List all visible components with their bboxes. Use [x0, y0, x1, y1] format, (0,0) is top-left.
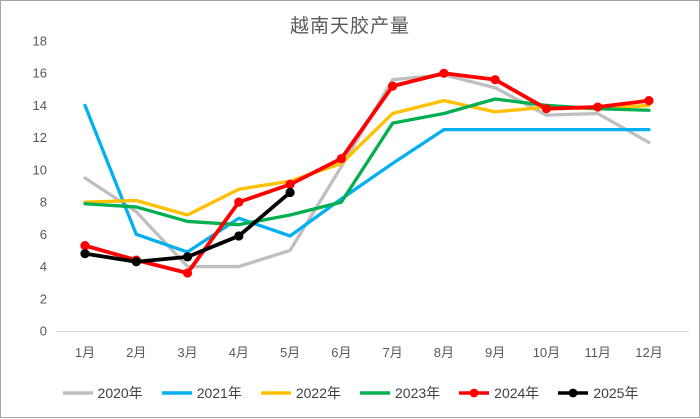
legend-swatch-icon	[558, 388, 589, 398]
series-marker-2025年	[80, 249, 90, 259]
x-axis-tick-label: 11月	[584, 345, 611, 360]
series-marker-2025年	[234, 231, 244, 241]
legend-item-2023年: 2023年	[359, 383, 440, 403]
x-axis-tick-label: 10月	[533, 345, 560, 360]
series-marker-2024年	[182, 268, 193, 278]
legend-item-2020年: 2020年	[62, 383, 143, 403]
legend-marker-dot	[469, 388, 479, 398]
series-marker-2024年	[388, 81, 398, 91]
legend-item-2025年: 2025年	[557, 383, 638, 403]
series-layer	[80, 68, 654, 278]
legend-swatch-icon	[161, 391, 192, 395]
chart-legend: 2020年 2021年 2022年 2023年 2024年 2025年	[1, 383, 699, 403]
series-marker-2025年	[182, 252, 193, 262]
legend-swatch-icon	[260, 391, 291, 395]
x-axis-tick-label: 7月	[383, 345, 403, 360]
x-axis-tick-label: 6月	[331, 345, 351, 360]
legend-swatch-icon	[62, 391, 93, 395]
legend-item-2021年: 2021年	[161, 383, 242, 403]
y-axis-tick-label: 8	[40, 195, 47, 210]
x-axis-tick-label: 9月	[485, 345, 505, 360]
series-line-2022年	[83, 98, 651, 217]
legend-swatch-icon	[360, 391, 390, 395]
legend-label: 2024年	[494, 385, 540, 401]
series-line-2023年	[83, 97, 651, 227]
legend-marker-dot	[568, 388, 578, 398]
x-axis-tick-label: 8月	[434, 345, 454, 360]
y-axis-tick-label: 12	[33, 130, 47, 145]
series-line-2020年	[83, 73, 651, 269]
legend-label: 2021年	[196, 385, 242, 401]
legend-label: 2022年	[295, 385, 341, 401]
series-marker-2024年	[234, 197, 244, 207]
series-line-2024年	[83, 71, 651, 275]
legend-label: 2025年	[593, 385, 639, 401]
series-marker-2024年	[336, 154, 346, 164]
y-axis-tick-label: 0	[40, 324, 47, 339]
series-marker-2024年	[285, 179, 295, 189]
legend-swatch-icon	[459, 388, 490, 398]
y-axis-tick-label: 4	[40, 259, 47, 274]
x-axis-tick-label: 5月	[280, 345, 300, 360]
series-marker-2024年	[439, 68, 449, 78]
series-marker-2024年	[80, 241, 90, 251]
x-axis-tick-label: 12月	[635, 345, 662, 360]
y-axis-tick-label: 16	[33, 66, 47, 81]
legend-label: 2020年	[97, 385, 143, 401]
series-marker-2025年	[285, 187, 295, 198]
series-marker-2024年	[593, 102, 603, 112]
x-axis-tick-label: 4月	[229, 345, 249, 360]
series-marker-2024年	[541, 104, 552, 114]
y-axis-tick-label: 14	[33, 98, 47, 113]
x-axis-tick-label: 1月	[75, 345, 95, 360]
y-axis-tick-label: 18	[33, 34, 47, 49]
legend-label: 2023年	[395, 385, 441, 401]
y-axis-tick-label: 6	[40, 227, 47, 242]
series-marker-2025年	[131, 257, 141, 267]
legend-item-2024年: 2024年	[458, 383, 539, 403]
legend-item-2022年: 2022年	[260, 383, 341, 403]
chart-title: 越南天胶产量	[289, 16, 410, 37]
x-axis-tick-label: 3月	[177, 345, 197, 360]
series-marker-2024年	[490, 75, 500, 85]
series-marker-2024年	[644, 96, 654, 106]
series-line-2021年	[83, 103, 651, 254]
axis-layer: 0 2 4 6 8 10 12 14 16 18 1月 2月 3月 4月 5月 6月 7月 8月 9月 10月 11月 1…	[33, 34, 689, 360]
x-axis-tick-label: 2月	[126, 345, 146, 360]
y-axis-tick-label: 2	[40, 291, 47, 306]
y-axis-tick-label: 10	[33, 162, 47, 177]
